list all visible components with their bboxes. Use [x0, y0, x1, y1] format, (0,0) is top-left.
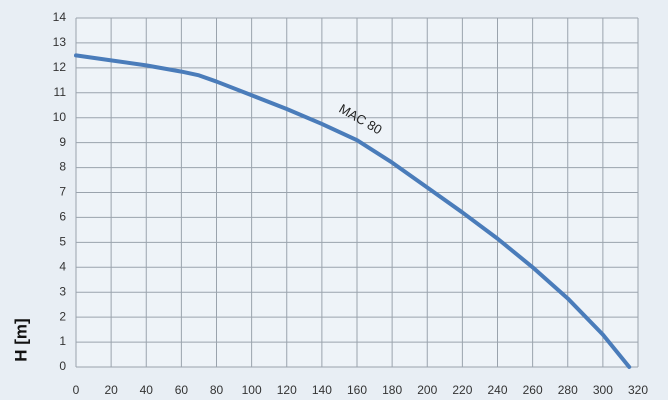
x-tick-label: 120 — [277, 383, 297, 397]
y-tick-label: 2 — [59, 309, 66, 323]
y-tick-label: 12 — [53, 60, 67, 74]
y-tick-label: 7 — [59, 185, 66, 199]
x-tick-label: 200 — [417, 383, 437, 397]
y-tick-label: 8 — [59, 160, 66, 174]
x-tick-label: 140 — [312, 383, 332, 397]
y-tick-label: 5 — [59, 235, 66, 249]
y-tick-label: 0 — [59, 359, 66, 373]
y-tick-label: 3 — [59, 284, 66, 298]
x-tick-label: 260 — [523, 383, 543, 397]
x-tick-label: 160 — [347, 383, 367, 397]
x-tick-label: 100 — [242, 383, 262, 397]
y-tick-label: 6 — [59, 210, 66, 224]
y-tick-label: 9 — [59, 135, 66, 149]
x-tick-label: 80 — [210, 383, 224, 397]
x-tick-label: 280 — [558, 383, 578, 397]
y-tick-label: 14 — [53, 10, 67, 24]
curve — [74, 53, 632, 369]
x-tick-label: 180 — [382, 383, 402, 397]
x-tick-label: 40 — [140, 383, 154, 397]
x-tick-label: 20 — [104, 383, 118, 397]
y-tick-label: 13 — [53, 35, 67, 49]
y-tick-label: 11 — [54, 85, 67, 99]
x-tick-label: 60 — [175, 383, 189, 397]
x-tick-label: 0 — [73, 383, 80, 397]
y-axis-label: H [m] — [11, 318, 30, 361]
x-tick-label: 240 — [487, 383, 507, 397]
y-tick-label: 4 — [59, 259, 66, 273]
x-tick-label: 220 — [452, 383, 472, 397]
y-tick-label: 1 — [59, 334, 66, 348]
x-tick-label: 320 — [628, 383, 648, 397]
x-tick-label: 300 — [593, 383, 613, 397]
y-tick-label: 10 — [53, 110, 67, 124]
